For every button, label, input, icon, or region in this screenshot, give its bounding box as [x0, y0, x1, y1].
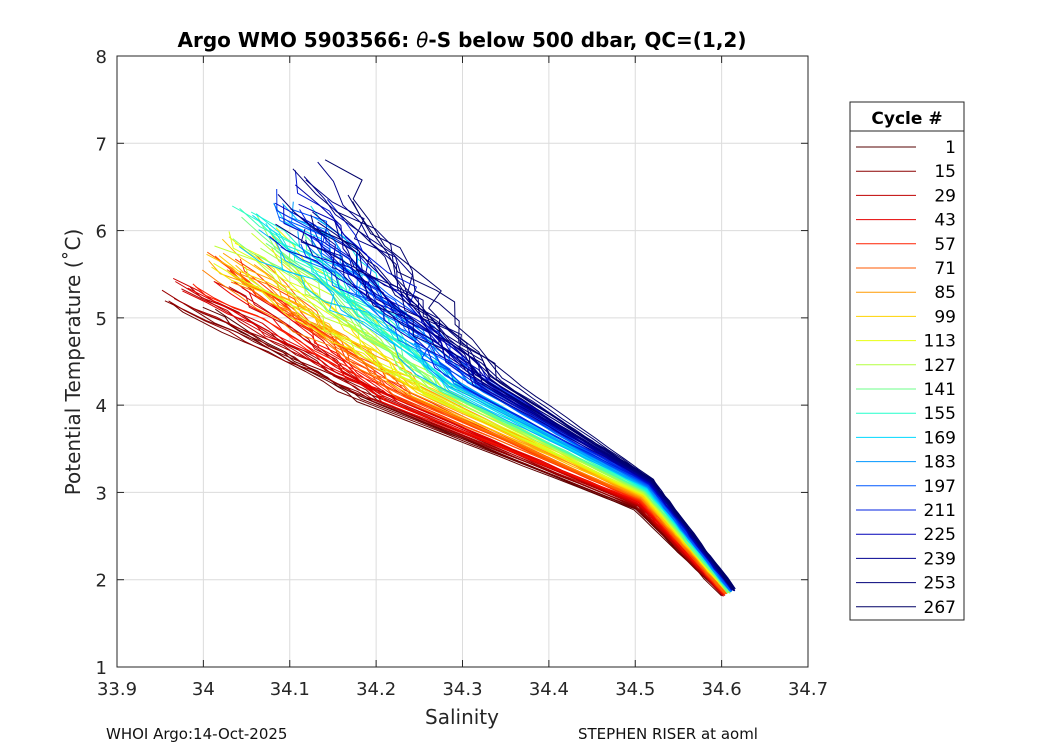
x-tick-label: 34.1	[270, 679, 310, 700]
legend-label: 169	[924, 428, 956, 448]
profile-lines	[161, 159, 736, 597]
legend-entries: 1 15 29 43 57 71 85 99 113 127 141 155 169 183 197 211 2…	[856, 138, 956, 618]
x-tick-label: 34.2	[356, 679, 396, 700]
legend-label: 57	[934, 235, 956, 255]
y-axis-label: Potential Temperature (˚C)	[61, 229, 85, 496]
footer-credit-right: STEPHEN RISER at aoml	[578, 725, 758, 743]
legend-label: 155	[924, 404, 956, 424]
theta-symbol: θ	[416, 28, 428, 52]
legend-label: 15	[934, 162, 956, 182]
cycle-profile-line	[244, 265, 730, 594]
y-tick-label: 7	[96, 134, 107, 155]
legend-title: Cycle #	[871, 109, 942, 129]
legend-label: 267	[924, 598, 956, 618]
legend-label: 183	[924, 453, 956, 473]
y-tick-label: 2	[96, 571, 107, 592]
x-tick-label: 34.5	[615, 679, 655, 700]
legend-label: 197	[924, 477, 956, 497]
cycle-profile-line	[245, 281, 725, 596]
legend-label: 225	[924, 525, 956, 545]
y-tick-label: 8	[96, 47, 107, 68]
legend-label: 239	[924, 549, 956, 569]
y-tick-label: 3	[96, 483, 107, 504]
x-tick-label: 34.6	[702, 679, 742, 700]
legend-label: 29	[934, 186, 956, 206]
legend-label: 85	[934, 283, 956, 303]
legend-label: 211	[924, 501, 956, 521]
legend-label: 71	[934, 259, 956, 279]
cycle-profile-line	[324, 159, 735, 591]
x-tick-label: 34.4	[529, 679, 569, 700]
chart-title: Argo WMO 5903566: θ-S below 500 dbar, QC…	[178, 28, 747, 52]
cycle-profile-line	[255, 213, 729, 592]
footer-credit-left: WHOI Argo:14-Oct-2025	[106, 725, 288, 743]
x-tick-label: 33.9	[97, 679, 137, 700]
legend-box	[849, 101, 965, 621]
x-tick-label: 34	[192, 679, 215, 700]
cycle-profile-line	[226, 269, 726, 594]
x-axis-label: Salinity	[425, 705, 499, 729]
legend-label: 127	[924, 356, 956, 376]
legend-label: 99	[934, 307, 956, 327]
legend-label: 113	[924, 332, 956, 352]
legend-label: 141	[924, 380, 956, 400]
cycle-profile-line	[170, 302, 723, 596]
legend-label: 253	[924, 574, 956, 594]
cycle-profile-line	[347, 194, 736, 591]
legend-label: 1	[945, 138, 956, 158]
y-tick-label: 1	[96, 658, 107, 679]
x-tick-label: 34.7	[788, 679, 828, 700]
axis-ticks: 33.9 34 34.1 34.2 34.3 34.4 34.5 34.6 34.7123456…	[96, 47, 828, 700]
y-tick-label: 6	[96, 222, 107, 243]
legend-label: 43	[934, 211, 956, 231]
y-tick-label: 4	[96, 396, 107, 417]
cycle-profile-line	[352, 201, 734, 588]
legend: Cycle # 1 15 29 43 57 71 85 99 113 127 141 155 169 18…	[849, 101, 965, 621]
x-tick-label: 34.3	[442, 679, 482, 700]
y-tick-label: 5	[96, 309, 107, 330]
